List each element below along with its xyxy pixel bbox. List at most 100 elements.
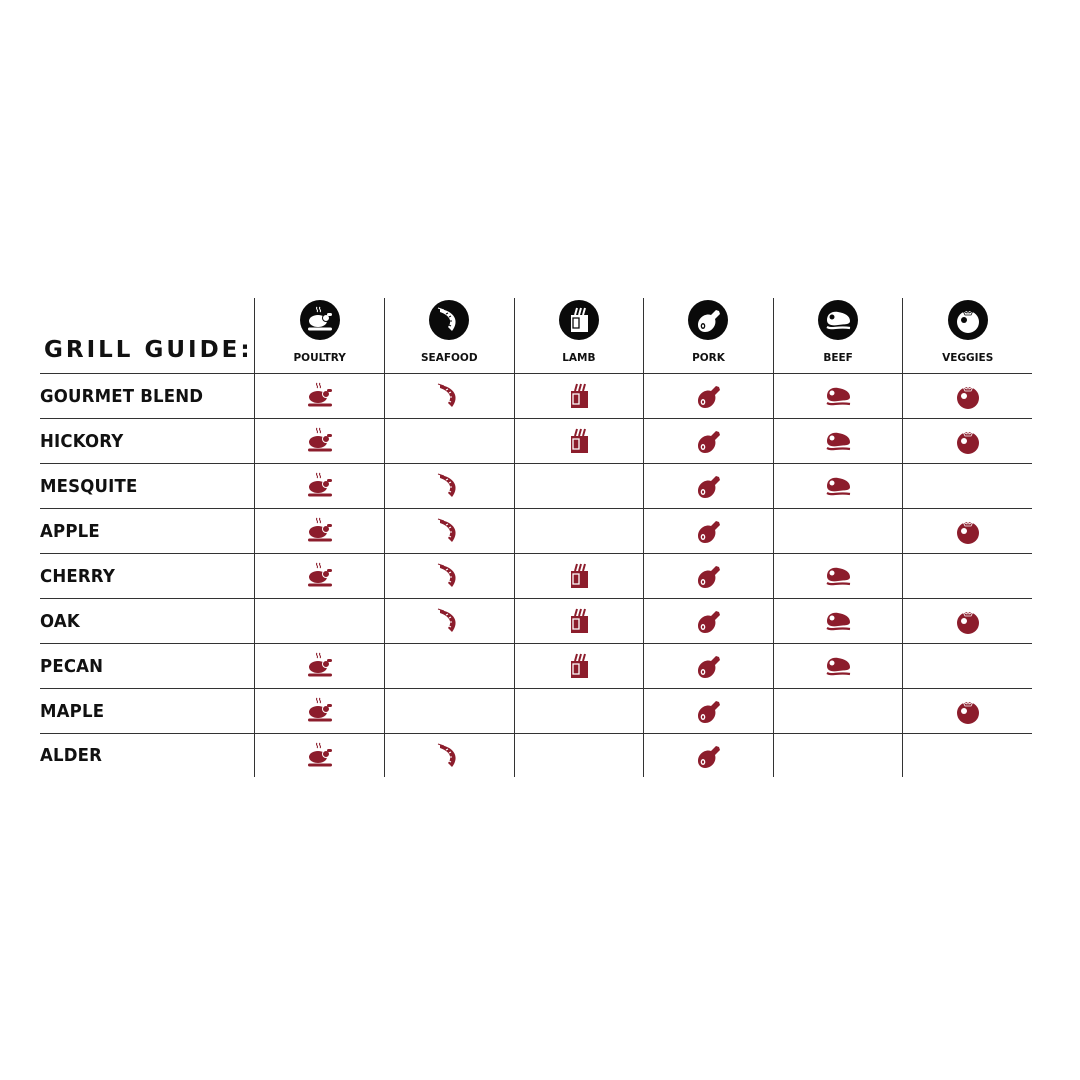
wood-name: GOURMET BLEND <box>40 385 204 407</box>
pairing-cell <box>513 419 644 463</box>
shrimp-icon <box>434 741 464 771</box>
shrimp-icon <box>434 471 464 501</box>
table-row: ALDER <box>40 734 1032 777</box>
pairing-cell <box>643 554 773 598</box>
tomato-icon <box>953 516 983 546</box>
pairing-cell <box>254 419 384 463</box>
tomato-icon <box>953 381 983 411</box>
category-label: BEEF <box>823 352 853 364</box>
pairing-cell <box>643 599 773 643</box>
tomato-icon <box>953 606 983 636</box>
pairing-cell <box>383 464 514 508</box>
column-header-beef: BEEF <box>772 298 903 373</box>
pairing-cell <box>383 509 514 553</box>
wood-name: PECAN <box>40 655 104 677</box>
pairing-cell <box>254 509 384 553</box>
category-label: SEAFOOD <box>420 352 478 364</box>
ham-icon <box>693 471 723 501</box>
roast-chicken-icon <box>305 696 335 726</box>
pairing-cell <box>383 689 514 733</box>
table-row: GOURMET BLEND <box>40 374 1032 419</box>
pairing-cell <box>643 419 773 463</box>
roast-chicken-icon <box>305 516 335 546</box>
pairing-cell <box>772 734 903 777</box>
column-header-veggies: VEGGIES <box>902 298 1032 373</box>
lamb-rack-icon <box>564 426 594 456</box>
pairing-cell <box>513 599 644 643</box>
pairing-cell <box>513 554 644 598</box>
table-row: MESQUITE <box>40 464 1032 509</box>
pairing-cell <box>772 509 903 553</box>
tomato-icon <box>953 426 983 456</box>
column-header-pork: PORK <box>643 298 773 373</box>
wood-name: MESQUITE <box>40 475 138 497</box>
pairing-cell <box>902 464 1032 508</box>
pairing-cell <box>383 734 514 777</box>
column-header-lamb: LAMB <box>513 298 644 373</box>
pairing-cell <box>772 689 903 733</box>
lamb-rack-icon <box>564 381 594 411</box>
roast-chicken-icon <box>299 300 340 340</box>
pairing-cell <box>772 464 903 508</box>
pairing-cell <box>513 734 644 777</box>
shrimp-icon <box>434 606 464 636</box>
pairing-cell <box>643 644 773 688</box>
pairing-cell <box>902 554 1032 598</box>
roast-chicken-icon <box>305 381 335 411</box>
pairing-cell <box>254 644 384 688</box>
table-row: CHERRY <box>40 554 1032 599</box>
wood-name: MAPLE <box>40 700 105 722</box>
lamb-rack-icon <box>564 561 594 591</box>
pairing-cell <box>902 419 1032 463</box>
pairing-cell <box>902 509 1032 553</box>
pairing-cell <box>383 599 514 643</box>
pairing-cell <box>902 689 1032 733</box>
category-label: VEGGIES <box>942 352 994 364</box>
ham-icon <box>693 696 723 726</box>
table-row: MAPLE <box>40 689 1032 734</box>
pairing-cell <box>643 374 773 418</box>
pairing-cell <box>254 599 384 643</box>
ham-icon <box>688 300 729 340</box>
table-row: HICKORY <box>40 419 1032 464</box>
steak-icon <box>823 561 853 591</box>
tomato-icon <box>947 300 988 340</box>
pairing-cell <box>383 644 514 688</box>
wood-name: OAK <box>40 610 80 632</box>
roast-chicken-icon <box>305 741 335 771</box>
roast-chicken-icon <box>305 561 335 591</box>
roast-chicken-icon <box>305 471 335 501</box>
pairing-cell <box>643 509 773 553</box>
shrimp-icon <box>434 381 464 411</box>
ham-icon <box>693 561 723 591</box>
steak-icon <box>823 381 853 411</box>
ham-icon <box>693 651 723 681</box>
pairing-cell <box>254 464 384 508</box>
pairing-cell <box>513 509 644 553</box>
pairing-cell <box>513 464 644 508</box>
steak-icon <box>823 651 853 681</box>
ham-icon <box>693 381 723 411</box>
pairing-cell <box>643 689 773 733</box>
pairing-cell <box>383 374 514 418</box>
pairing-cell <box>383 554 514 598</box>
pairing-cell <box>902 734 1032 777</box>
pairing-cell <box>902 599 1032 643</box>
pairing-cell <box>902 374 1032 418</box>
shrimp-icon <box>434 561 464 591</box>
tomato-icon <box>953 696 983 726</box>
pairing-cell <box>254 374 384 418</box>
shrimp-icon <box>434 516 464 546</box>
pairing-cell <box>772 599 903 643</box>
steak-icon <box>823 606 853 636</box>
pairing-cell <box>254 734 384 777</box>
ham-icon <box>693 606 723 636</box>
pairing-cell <box>772 554 903 598</box>
pairing-cell <box>383 419 514 463</box>
pairing-cell <box>513 689 644 733</box>
table-row: PECAN <box>40 644 1032 689</box>
wood-name: APPLE <box>40 520 100 542</box>
pairing-cell <box>772 374 903 418</box>
category-label: POULTRY <box>293 352 346 364</box>
table-row: OAK <box>40 599 1032 644</box>
